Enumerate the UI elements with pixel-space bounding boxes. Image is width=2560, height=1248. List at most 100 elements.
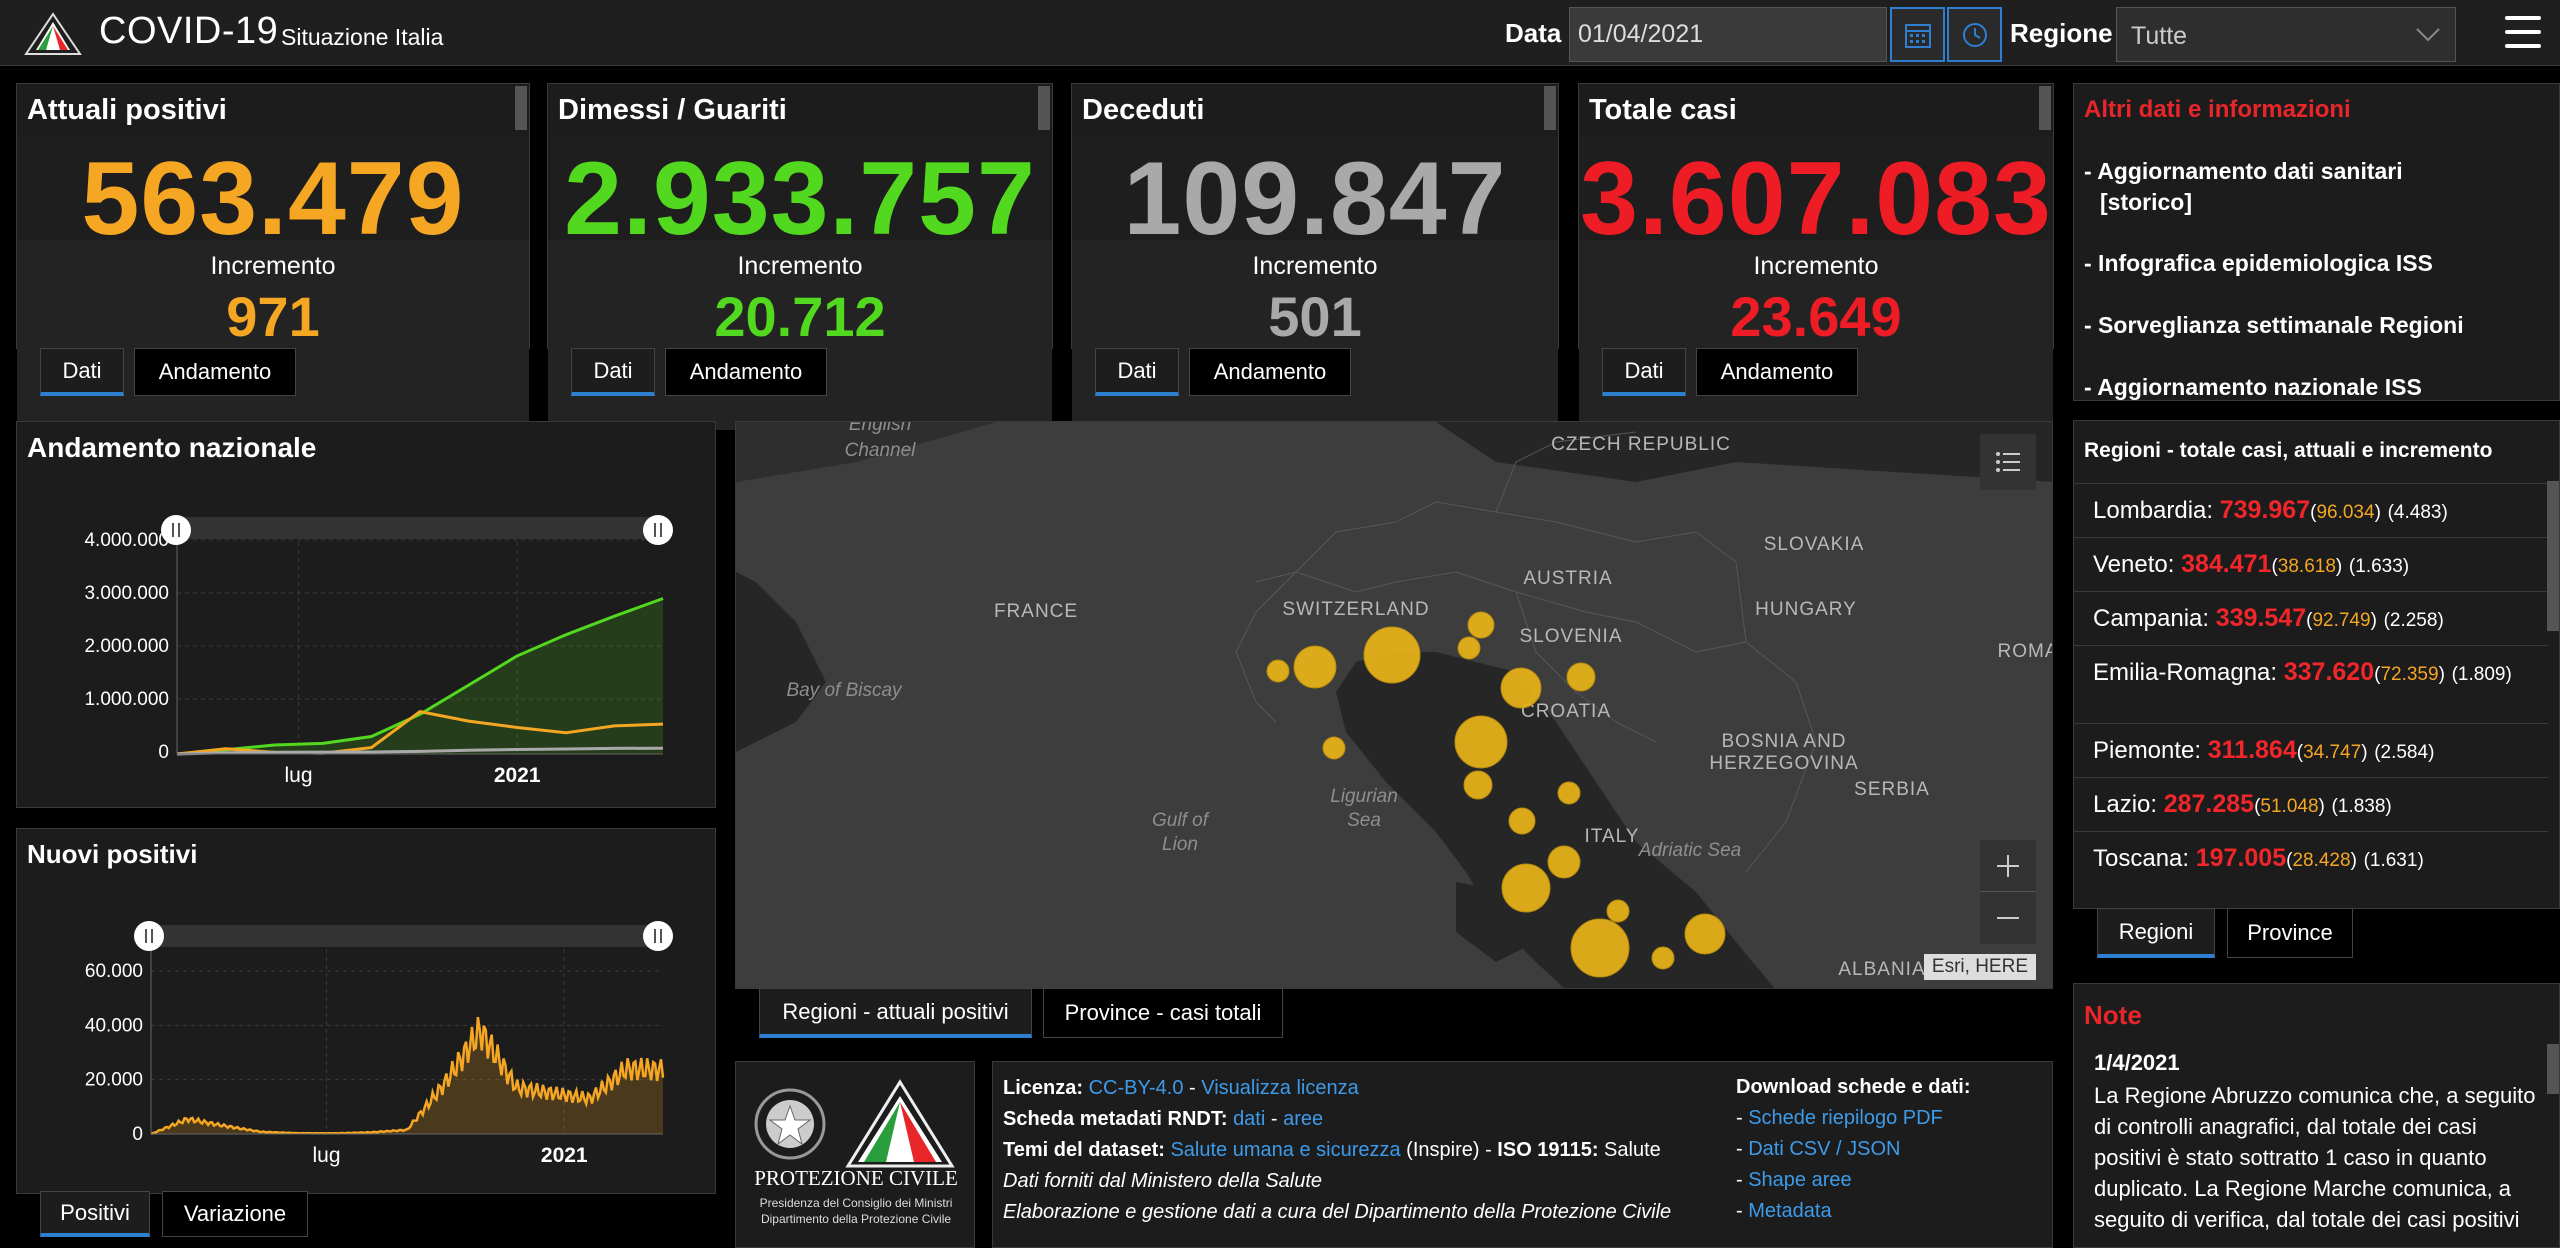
scrollbar[interactable] bbox=[2547, 481, 2559, 631]
region-bubble[interactable] bbox=[1266, 659, 1290, 683]
elaborazione-text: Elaborazione e gestione dati a cura del … bbox=[1003, 1201, 1672, 1223]
license-link[interactable]: CC-BY-4.0 bbox=[1088, 1077, 1184, 1099]
range-slider-track[interactable] bbox=[175, 517, 665, 539]
storico-link[interactable]: [storico] bbox=[2100, 189, 2192, 215]
tab-andamento[interactable]: Andamento bbox=[1696, 348, 1858, 396]
dati-csv-json-link[interactable]: Dati CSV / JSON bbox=[1748, 1138, 1901, 1160]
tab-regioni[interactable]: Regioni bbox=[2097, 908, 2215, 958]
tab-andamento[interactable]: Andamento bbox=[1189, 348, 1351, 396]
protezione-civile-triangle-icon bbox=[845, 1079, 955, 1168]
region-select[interactable]: Tutte bbox=[2116, 7, 2456, 62]
tab-regioni-attuali-positivi[interactable]: Regioni - attuali positivi bbox=[759, 988, 1032, 1038]
region-total: 339.547 bbox=[2215, 604, 2307, 632]
region-bubble[interactable] bbox=[1293, 645, 1337, 689]
range-slider-handle-left[interactable] bbox=[161, 515, 191, 545]
kpi-title: Attuali positivi bbox=[27, 94, 227, 126]
tab-positivi[interactable]: Positivi bbox=[40, 1191, 150, 1237]
region-row[interactable]: Piemonte: 311.864(34.747) (2.584) bbox=[2074, 723, 2548, 777]
tab-dati[interactable]: Dati bbox=[1095, 348, 1179, 396]
region-increment: 2.258 bbox=[2389, 610, 2438, 631]
italy-map[interactable]: FRANCE SWITZERLAND AUSTRIA HUNGARY SLOVAKIA C… bbox=[735, 421, 2053, 989]
region-bubble[interactable] bbox=[1457, 636, 1481, 660]
region-paren: ) bbox=[2417, 850, 2424, 871]
range-slider-track[interactable] bbox=[149, 925, 665, 947]
region-row[interactable]: Toscana: 197.005(28.428) (1.631) bbox=[2074, 831, 2548, 885]
map-attribution[interactable]: Esri, HERE bbox=[1923, 954, 2036, 980]
region-name: Veneto: bbox=[2093, 551, 2175, 578]
nuovi-positivi-chart[interactable]: 60.000 40.000 20.000 0 lug 2021 bbox=[17, 829, 717, 1195]
region-row[interactable]: Lombardia: 739.967(96.034) (4.483) bbox=[2074, 483, 2548, 537]
tab-andamento[interactable]: Andamento bbox=[665, 348, 827, 396]
hamburger-menu-button[interactable] bbox=[2505, 14, 2541, 50]
infografica-iss-link[interactable]: - Infografica epidemiologica ISS bbox=[2084, 250, 2433, 276]
region-bubble[interactable] bbox=[1322, 736, 1346, 760]
dati-link[interactable]: dati bbox=[1233, 1108, 1266, 1130]
region-bubble[interactable] bbox=[1454, 715, 1508, 769]
tab-province[interactable]: Province bbox=[2227, 908, 2353, 958]
scrollbar[interactable] bbox=[515, 86, 527, 130]
tab-dati[interactable]: Dati bbox=[40, 348, 124, 396]
tab-andamento[interactable]: Andamento bbox=[134, 348, 296, 396]
region-bubble[interactable] bbox=[1501, 863, 1551, 913]
region-bubble[interactable] bbox=[1606, 899, 1630, 923]
zoom-out-button[interactable] bbox=[1980, 892, 2036, 944]
region-bubble[interactable] bbox=[1684, 913, 1726, 955]
range-slider-handle-right[interactable] bbox=[643, 921, 673, 951]
aggiornamento-iss-link[interactable]: - Aggiornamento nazionale ISS bbox=[2084, 374, 2422, 400]
date-input[interactable] bbox=[1569, 7, 1887, 62]
andamento-chart[interactable]: 4.000.000 3.000.000 2.000.000 1.000.000 0 lu… bbox=[17, 422, 717, 809]
region-bubble[interactable] bbox=[1463, 770, 1493, 800]
temi-link[interactable]: Salute umana e sicurezza bbox=[1170, 1139, 1401, 1161]
range-slider-handle-right[interactable] bbox=[643, 515, 673, 545]
calendar-button[interactable] bbox=[1890, 7, 1945, 62]
region-row[interactable]: Campania: 339.547(92.749) (2.258) bbox=[2074, 591, 2548, 645]
region-row[interactable]: Veneto: 384.471(38.618) (1.633) bbox=[2074, 537, 2548, 591]
range-slider-handle-left[interactable] bbox=[134, 921, 164, 951]
region-bubble[interactable] bbox=[1363, 626, 1421, 684]
tab-dati[interactable]: Dati bbox=[571, 348, 655, 396]
region-bubble[interactable] bbox=[1557, 781, 1581, 805]
aree-link[interactable]: aree bbox=[1283, 1108, 1324, 1130]
region-bubble[interactable] bbox=[1651, 946, 1675, 970]
region-bubble[interactable] bbox=[1500, 667, 1542, 709]
schede-pdf-link[interactable]: Schede riepilogo PDF bbox=[1748, 1107, 1943, 1129]
scrollbar[interactable] bbox=[1038, 86, 1050, 130]
map-country-label: CZECH REPUBLIC bbox=[1551, 434, 1731, 455]
x-tick-label: lug bbox=[313, 1144, 341, 1167]
aggiornamento-dati-sanitari-link[interactable]: - Aggiornamento dati sanitari bbox=[2084, 158, 2403, 184]
region-bubble[interactable] bbox=[1508, 807, 1536, 835]
shape-aree-link[interactable]: Shape aree bbox=[1748, 1169, 1852, 1191]
download-item: - Metadata bbox=[1736, 1200, 1832, 1222]
region-bubble[interactable] bbox=[1467, 611, 1495, 639]
header-bar: COVID-19 Situazione Italia Data Regione … bbox=[0, 0, 2560, 66]
region-row[interactable]: Emilia-Romagna: 337.620(72.359) (1.809) bbox=[2074, 645, 2548, 723]
scrollbar[interactable] bbox=[2547, 1044, 2559, 1094]
region-bubble[interactable] bbox=[1547, 845, 1581, 879]
map-canvas[interactable]: FRANCE SWITZERLAND AUSTRIA HUNGARY SLOVAKIA C… bbox=[736, 422, 2053, 989]
region-name: Emilia-Romagna: bbox=[2093, 659, 2278, 686]
region-bubble[interactable] bbox=[1570, 918, 1630, 978]
region-name: Lombardia: bbox=[2093, 497, 2214, 524]
sorveglianza-regioni-link[interactable]: - Sorveglianza settimanale Regioni bbox=[2084, 312, 2464, 338]
y-tick-label: 2.000.000 bbox=[84, 636, 169, 657]
license-label: Licenza: bbox=[1003, 1077, 1084, 1099]
regioni-panel: Regioni - totale casi, attuali e increme… bbox=[2073, 420, 2560, 909]
metadata-link[interactable]: Metadata bbox=[1748, 1200, 1832, 1222]
scrollbar[interactable] bbox=[1544, 86, 1556, 130]
region-bubble[interactable] bbox=[1566, 662, 1596, 692]
tab-province-casi-totali[interactable]: Province - casi totali bbox=[1043, 988, 1283, 1038]
legend-button[interactable] bbox=[1980, 434, 2036, 490]
scrollbar[interactable] bbox=[2039, 86, 2051, 130]
time-button[interactable] bbox=[1947, 7, 2002, 62]
tab-dati[interactable]: Dati bbox=[1602, 348, 1686, 396]
tab-variazione[interactable]: Variazione bbox=[162, 1191, 308, 1237]
regioni-title: Regioni - totale casi, attuali e increme… bbox=[2084, 439, 2493, 462]
region-row[interactable]: Lazio: 287.285(51.048) (1.838) bbox=[2074, 777, 2548, 831]
region-paren: ( bbox=[2310, 502, 2317, 523]
y-tick-label: 3.000.000 bbox=[84, 583, 169, 604]
visualizza-licenza-link[interactable]: Visualizza licenza bbox=[1201, 1077, 1359, 1099]
map-country-label: ALBANIA bbox=[1838, 959, 1925, 980]
land-area bbox=[736, 422, 2052, 988]
x-tick-label: lug bbox=[284, 764, 312, 787]
zoom-in-button[interactable] bbox=[1980, 840, 2036, 892]
